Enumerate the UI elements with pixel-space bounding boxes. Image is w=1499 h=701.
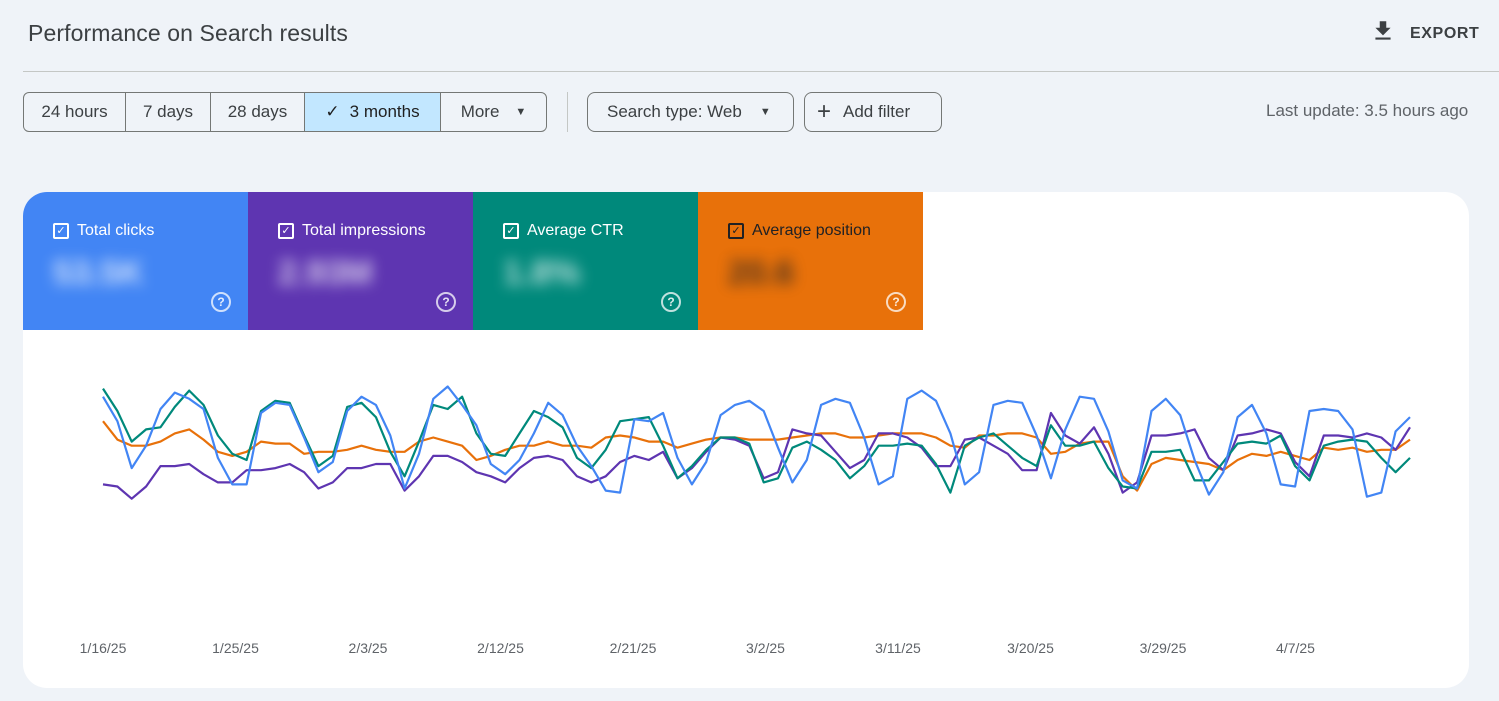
range-label: 3 months: [349, 102, 420, 121]
range-28-days-button[interactable]: 28 days: [211, 93, 305, 131]
search-type-label: Search type: Web: [607, 102, 742, 121]
dropdown-arrow-icon: ▼: [515, 106, 527, 118]
download-icon: [1370, 18, 1396, 49]
x-tick-label: 3/11/25: [875, 640, 921, 656]
search-type-dropdown[interactable]: Search type: Web ▼: [587, 92, 794, 132]
help-icon[interactable]: ?: [661, 292, 681, 312]
check-icon: ✓: [325, 102, 340, 121]
range-label: More: [460, 102, 500, 121]
x-tick-label: 2/21/25: [610, 640, 657, 656]
metric-value: 1.8%: [503, 254, 581, 292]
range-label: 7 days: [142, 102, 194, 121]
x-axis-ticks: 1/16/25 1/25/25 2/3/25 2/12/25 2/21/25 3/2/25…: [80, 640, 1316, 656]
metric-average-position[interactable]: ✓ Average position 20.6 ?: [698, 192, 923, 330]
checkbox-icon[interactable]: ✓: [728, 223, 744, 239]
range-label: 24 hours: [41, 102, 108, 121]
metric-label: Average CTR: [527, 222, 624, 239]
metric-total-clicks[interactable]: ✓ Total clicks 53.5K ?: [23, 192, 248, 330]
series-line-average-ctr[interactable]: [102, 388, 1411, 494]
range-label: 28 days: [227, 102, 288, 121]
help-icon[interactable]: ?: [211, 292, 231, 312]
metric-average-ctr[interactable]: ✓ Average CTR 1.8% ?: [473, 192, 698, 330]
metric-label: Average position: [752, 222, 871, 239]
checkbox-icon[interactable]: ✓: [53, 223, 69, 239]
metric-value: 53.5K: [53, 254, 144, 292]
metric-label: Total impressions: [302, 222, 426, 239]
add-filter-label: Add filter: [843, 102, 911, 121]
series-line-average-position[interactable]: [102, 420, 1411, 492]
metric-label: Total clicks: [77, 222, 155, 239]
range-24-hours-button[interactable]: 24 hours: [24, 93, 126, 131]
series-layer: [102, 385, 1411, 500]
x-tick-label: 2/12/25: [477, 640, 524, 656]
help-icon[interactable]: ?: [436, 292, 456, 312]
x-tick-label: 3/20/25: [1007, 640, 1054, 656]
add-filter-button[interactable]: + Add filter: [804, 92, 942, 132]
range-7-days-button[interactable]: 7 days: [126, 93, 211, 131]
checkbox-icon[interactable]: ✓: [278, 223, 294, 239]
metric-value: 20.6: [728, 254, 795, 292]
x-tick-label: 3/29/25: [1140, 640, 1187, 656]
plus-icon: +: [817, 98, 832, 125]
date-range-group: 24 hours 7 days 28 days ✓ 3 months More …: [23, 92, 547, 132]
x-tick-label: 1/16/25: [80, 640, 127, 656]
last-update-text: Last update: 3.5 hours ago: [1266, 101, 1469, 120]
x-tick-label: 2/3/25: [349, 640, 388, 656]
header-divider: [23, 71, 1499, 72]
x-tick-label: 3/2/25: [746, 640, 785, 656]
export-button[interactable]: EXPORT: [1370, 18, 1479, 49]
help-icon[interactable]: ?: [886, 292, 906, 312]
series-line-total-clicks[interactable]: [102, 385, 1411, 498]
x-tick-label: 4/7/25: [1276, 640, 1315, 656]
metric-total-impressions[interactable]: ✓ Total impressions 2.93M ?: [248, 192, 473, 330]
x-tick-label: 1/25/25: [212, 640, 259, 656]
dropdown-arrow-icon: ▼: [759, 106, 771, 118]
range-more-button[interactable]: More ▼: [441, 93, 546, 131]
performance-chart-card: ✓ Total clicks 53.5K ? ✓ Total impressio…: [23, 192, 1469, 688]
checkbox-icon[interactable]: ✓: [503, 223, 519, 239]
range-3-months-button[interactable]: ✓ 3 months: [305, 93, 441, 131]
filter-divider: [567, 92, 568, 132]
metric-value: 2.93M: [278, 254, 373, 292]
export-label: EXPORT: [1410, 24, 1480, 42]
page-title: Performance on Search results: [28, 20, 348, 46]
line-chart[interactable]: 1/16/25 1/25/25 2/3/25 2/12/25 2/21/25 3/2/25…: [23, 192, 1469, 688]
